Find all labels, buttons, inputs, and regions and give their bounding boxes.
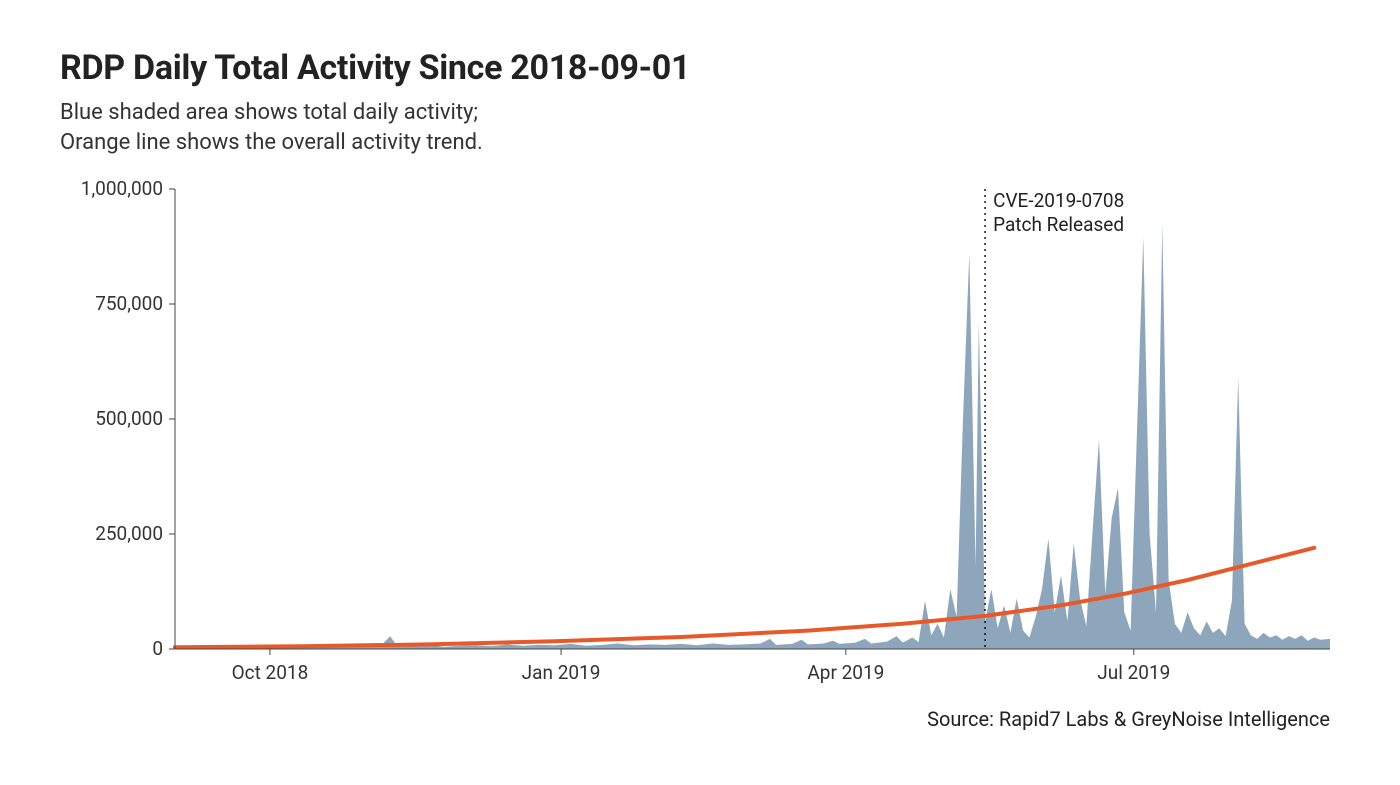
activity-chart: 0 250,000 500,000 750,000 1,000,000 Oct 2018 J… — [60, 179, 1340, 689]
y-tick-label: 250,000 — [95, 522, 163, 545]
subtitle-line-1: Blue shaded area shows total daily activ… — [60, 100, 478, 125]
x-tick-label: Oct 2018 — [232, 661, 309, 684]
y-tick-label: 1,000,000 — [81, 179, 163, 200]
chart-subtitle: Blue shaded area shows total daily activ… — [60, 98, 1340, 157]
chart-title: RDP Daily Total Activity Since 2018-09-0… — [60, 48, 1340, 88]
subtitle-line-2: Orange line shows the overall activity t… — [60, 130, 483, 155]
chart-source: Source: Rapid7 Labs & GreyNoise Intellig… — [60, 707, 1340, 731]
x-tick-label: Jan 2019 — [522, 661, 601, 684]
annotation-text-1: CVE-2019-0708 — [993, 189, 1124, 212]
y-tick-label: 750,000 — [95, 292, 163, 315]
x-tick-label: Apr 2019 — [807, 661, 884, 684]
x-tick-label: Jul 2019 — [1097, 661, 1170, 684]
y-tick-label: 500,000 — [95, 407, 163, 430]
y-tick-label: 0 — [152, 637, 163, 660]
annotation-text-2: Patch Released — [993, 213, 1124, 236]
chart-container: 0 250,000 500,000 750,000 1,000,000 Oct 2018 J… — [60, 179, 1340, 693]
